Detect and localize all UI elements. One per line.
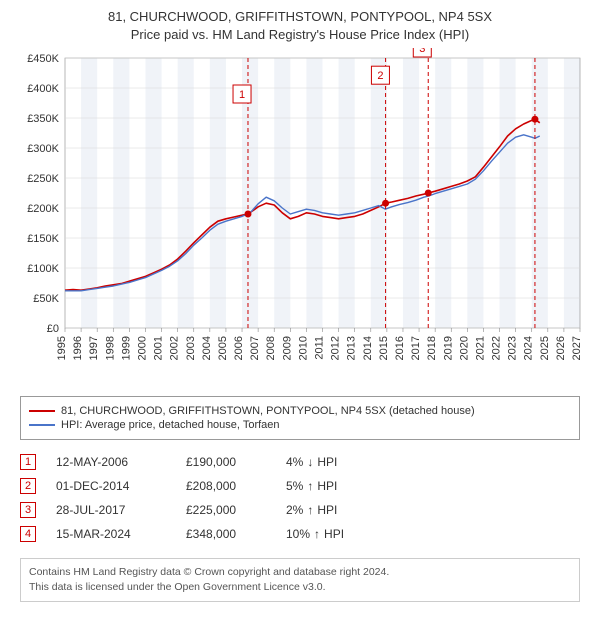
svg-text:£350K: £350K	[27, 113, 59, 125]
svg-text:£250K: £250K	[27, 173, 59, 185]
svg-text:2014: 2014	[362, 336, 374, 360]
tx-date: 28-JUL-2017	[56, 503, 166, 517]
footer-line: This data is licensed under the Open Gov…	[29, 580, 571, 595]
tx-marker-icon: 3	[20, 502, 36, 518]
tx-date: 15-MAR-2024	[56, 527, 166, 541]
attribution-footer: Contains HM Land Registry data © Crown c…	[20, 558, 580, 601]
svg-text:2009: 2009	[281, 336, 293, 360]
legend-swatch	[29, 424, 55, 426]
svg-text:2016: 2016	[394, 336, 406, 360]
tx-marker-icon: 1	[20, 454, 36, 470]
svg-text:2021: 2021	[474, 336, 486, 360]
table-row: 2 01-DEC-2014 £208,000 5% HPI	[20, 474, 580, 498]
tx-marker-icon: 2	[20, 478, 36, 494]
svg-text:£200K: £200K	[27, 203, 59, 215]
svg-text:2008: 2008	[265, 336, 277, 360]
tx-marker-icon: 4	[20, 526, 36, 542]
svg-text:£450K: £450K	[27, 53, 59, 65]
table-row: 1 12-MAY-2006 £190,000 4% HPI	[20, 450, 580, 474]
tx-price: £208,000	[186, 479, 266, 493]
svg-text:2018: 2018	[426, 336, 438, 360]
svg-text:2000: 2000	[136, 336, 148, 360]
tx-price: £190,000	[186, 455, 266, 469]
legend: 81, CHURCHWOOD, GRIFFITHSTOWN, PONTYPOOL…	[20, 396, 580, 440]
svg-text:2: 2	[377, 71, 383, 83]
svg-text:2003: 2003	[185, 336, 197, 360]
chart-title-block: 81, CHURCHWOOD, GRIFFITHSTOWN, PONTYPOOL…	[0, 0, 600, 48]
svg-text:£100K: £100K	[27, 263, 59, 275]
tx-date: 12-MAY-2006	[56, 455, 166, 469]
svg-text:2001: 2001	[153, 336, 165, 360]
svg-text:£150K: £150K	[27, 233, 59, 245]
svg-text:2020: 2020	[458, 336, 470, 360]
legend-item: 81, CHURCHWOOD, GRIFFITHSTOWN, PONTYPOOL…	[29, 405, 571, 417]
svg-text:2011: 2011	[314, 336, 326, 360]
svg-text:2026: 2026	[555, 336, 567, 360]
svg-text:1996: 1996	[72, 336, 84, 360]
svg-text:2004: 2004	[201, 336, 213, 360]
footer-line: Contains HM Land Registry data © Crown c…	[29, 565, 571, 580]
svg-text:2019: 2019	[442, 336, 454, 360]
svg-text:2005: 2005	[217, 336, 229, 360]
tx-diff: 10% HPI	[286, 527, 406, 541]
svg-text:2002: 2002	[169, 336, 181, 360]
legend-item: HPI: Average price, detached house, Torf…	[29, 419, 571, 431]
arrow-up-icon	[307, 503, 313, 517]
svg-text:2006: 2006	[233, 336, 245, 360]
svg-text:£50K: £50K	[33, 293, 59, 305]
legend-label: 81, CHURCHWOOD, GRIFFITHSTOWN, PONTYPOOL…	[61, 405, 475, 417]
svg-text:2012: 2012	[330, 336, 342, 360]
svg-text:£300K: £300K	[27, 143, 59, 155]
tx-diff: 5% HPI	[286, 479, 406, 493]
svg-text:2013: 2013	[346, 336, 358, 360]
table-row: 3 28-JUL-2017 £225,000 2% HPI	[20, 498, 580, 522]
svg-text:2017: 2017	[410, 336, 422, 360]
svg-text:2027: 2027	[571, 336, 583, 360]
title-line-1: 81, CHURCHWOOD, GRIFFITHSTOWN, PONTYPOOL…	[10, 8, 590, 26]
svg-text:2015: 2015	[378, 336, 390, 360]
table-row: 4 15-MAR-2024 £348,000 10% HPI	[20, 522, 580, 546]
price-chart: £0 £50K £100K £150K £200K £250K £300K £350K £400…	[10, 48, 590, 388]
legend-swatch	[29, 410, 55, 412]
svg-text:1: 1	[239, 89, 245, 101]
svg-text:1997: 1997	[88, 336, 100, 360]
tx-diff: 4% HPI	[286, 455, 406, 469]
svg-text:1999: 1999	[120, 336, 132, 360]
tx-diff: 2% HPI	[286, 503, 406, 517]
arrow-up-icon	[314, 527, 320, 541]
svg-text:2010: 2010	[297, 336, 309, 360]
svg-text:2023: 2023	[507, 336, 519, 360]
svg-text:2007: 2007	[249, 336, 261, 360]
svg-text:2025: 2025	[539, 336, 551, 360]
svg-text:2022: 2022	[491, 336, 503, 360]
chart-svg: £0 £50K £100K £150K £200K £250K £300K £350K £400…	[10, 48, 590, 388]
svg-text:£400K: £400K	[27, 83, 59, 95]
svg-text:3: 3	[419, 48, 425, 55]
arrow-up-icon	[307, 479, 313, 493]
transactions-table: 1 12-MAY-2006 £190,000 4% HPI 2 01-DEC-2…	[20, 450, 580, 546]
svg-text:1995: 1995	[56, 336, 68, 360]
arrow-down-icon	[307, 455, 313, 469]
svg-text:2024: 2024	[523, 336, 535, 360]
tx-price: £348,000	[186, 527, 266, 541]
svg-text:1998: 1998	[104, 336, 116, 360]
tx-date: 01-DEC-2014	[56, 479, 166, 493]
legend-label: HPI: Average price, detached house, Torf…	[61, 419, 280, 431]
svg-text:£0: £0	[47, 323, 59, 335]
title-line-2: Price paid vs. HM Land Registry's House …	[10, 26, 590, 44]
tx-price: £225,000	[186, 503, 266, 517]
